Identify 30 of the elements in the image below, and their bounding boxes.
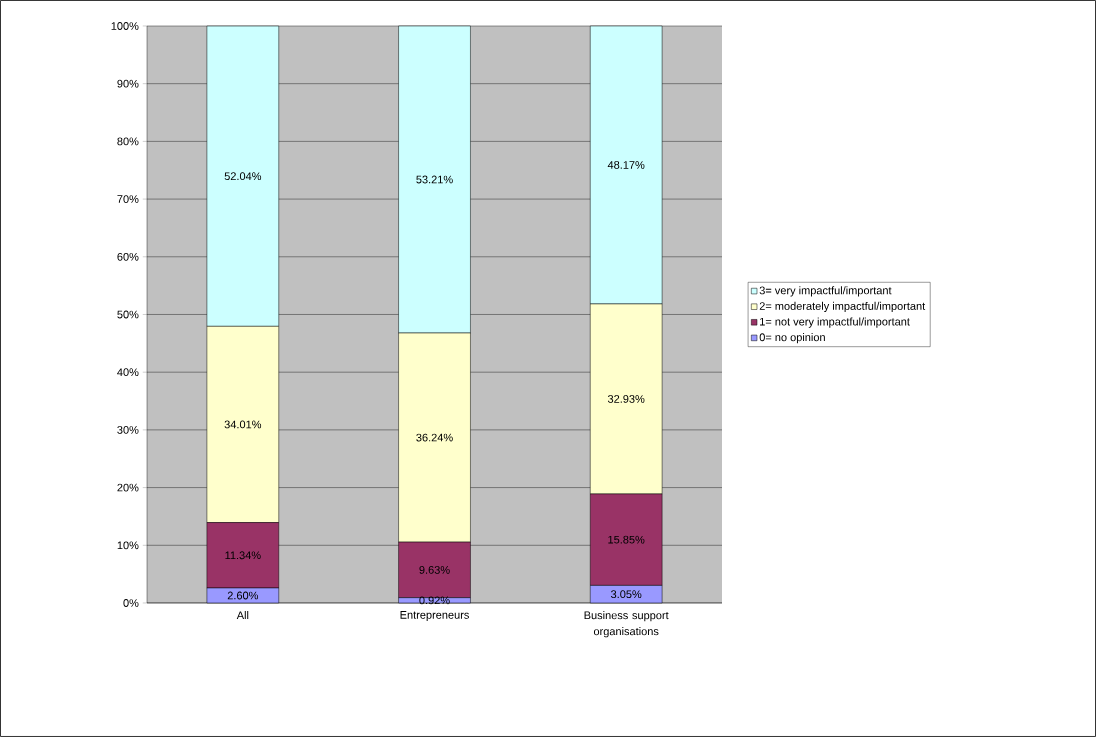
y-tick-label: 30%	[117, 425, 139, 434]
y-tick-label: 50%	[117, 310, 139, 319]
data-label: 32.93%	[607, 395, 645, 403]
legend-label: 1= not very impactful/important	[760, 317, 910, 328]
data-label: 53.21%	[416, 175, 453, 184]
data-label: 15.85%	[608, 535, 645, 544]
y-tick-label: 100%	[111, 22, 139, 30]
y-tick-label: 40%	[117, 368, 139, 377]
data-label: 0.92%	[419, 596, 450, 605]
x-tick-label: Entrepreneurs	[400, 611, 469, 621]
x-tick-label: All	[236, 611, 249, 620]
legend-label: 2= moderately impactful/important	[759, 301, 926, 313]
data-label: 36.24%	[416, 433, 453, 442]
legend-label: 0= no opinion	[759, 333, 825, 344]
y-tick-label: 0%	[123, 599, 139, 607]
y-tick-label: 10%	[117, 541, 139, 550]
y-tick-label: 90%	[117, 79, 139, 88]
data-label: 11.34%	[225, 551, 261, 560]
y-tick-label: 60%	[117, 252, 139, 261]
x-tick-label: Business support organisations	[584, 611, 669, 638]
data-label: 48.17%	[607, 161, 645, 169]
y-tick-label: 70%	[117, 195, 139, 203]
y-tick-label: 80%	[117, 137, 139, 146]
data-label: 34.01%	[224, 420, 262, 429]
data-label: 3.05%	[611, 590, 642, 599]
data-label: 2.60%	[227, 591, 259, 600]
data-label: 52.04%	[224, 172, 262, 181]
y-tick-label: 20%	[117, 483, 139, 492]
legend-label: 3= very impactful/important	[759, 286, 892, 297]
data-label: 9.63%	[419, 565, 450, 574]
